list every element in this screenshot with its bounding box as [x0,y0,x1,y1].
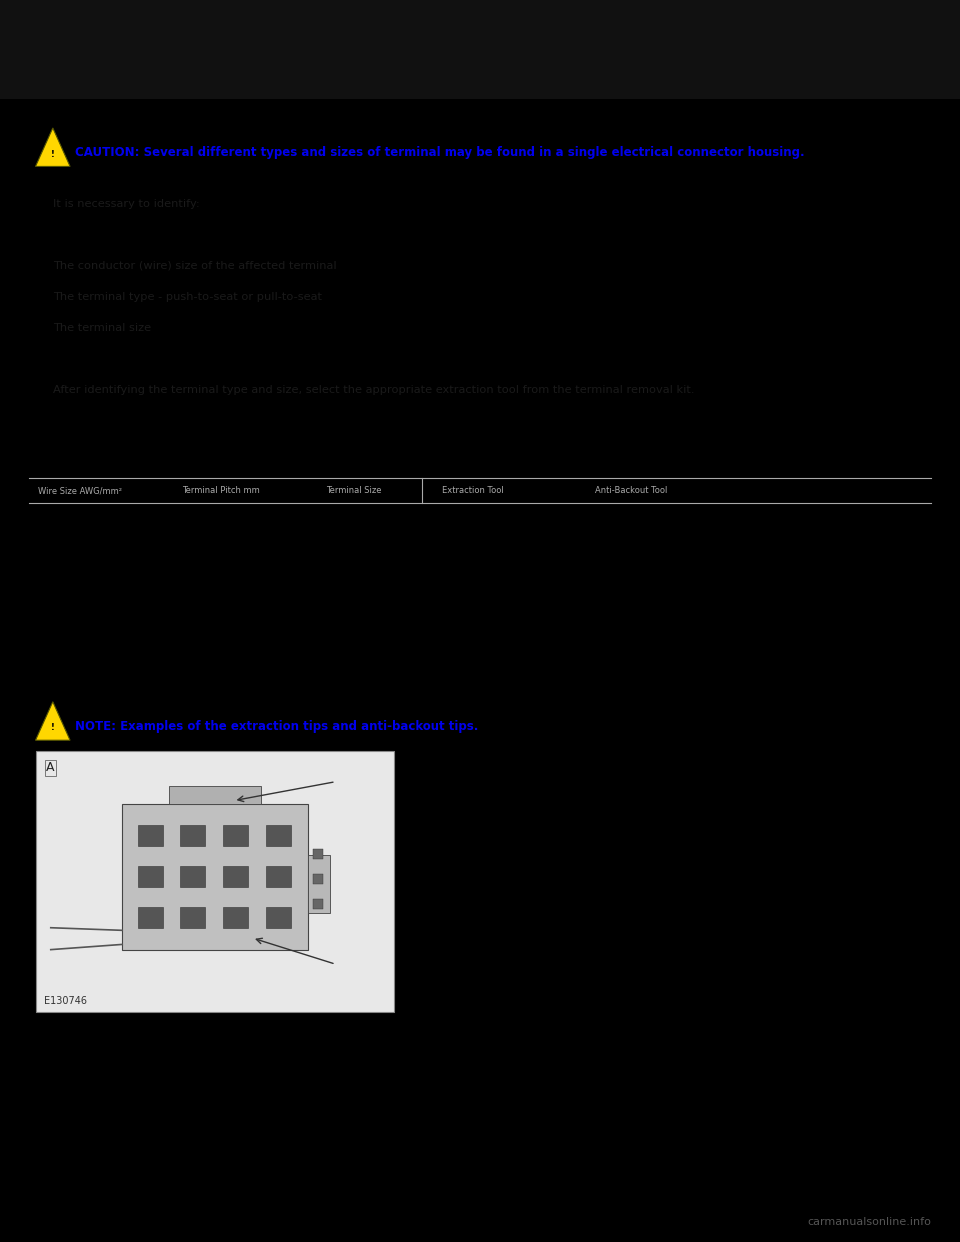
Bar [223,826,248,846]
Bar [137,907,162,928]
Text: Wire Size AWG/mm²: Wire Size AWG/mm² [38,486,123,496]
Bar [137,867,162,887]
Text: It is necessary to identify:: It is necessary to identify: [53,199,200,209]
Text: A: A [46,761,55,774]
Text: carmanualsonline.info: carmanualsonline.info [807,1217,931,1227]
Bar [36,751,394,1012]
Bar [314,848,323,859]
Text: !: ! [51,149,55,159]
Text: Terminal Pitch mm: Terminal Pitch mm [182,486,260,496]
Bar [137,826,162,846]
Text: CAUTION: Several different types and sizes of terminal may be found in a single : CAUTION: Several different types and siz… [75,147,804,159]
Text: The terminal size: The terminal size [53,323,151,333]
Bar [122,804,308,950]
Bar [180,826,205,846]
Bar [0,0,960,99]
Text: The terminal type - push-to-seat or pull-to-seat: The terminal type - push-to-seat or pull… [53,292,322,302]
Bar [169,786,261,804]
Bar [314,898,323,909]
Text: Anti-Backout Tool: Anti-Backout Tool [595,486,667,496]
Bar [266,867,291,887]
Bar [223,867,248,887]
Text: After identifying the terminal type and size, select the appropriate extraction : After identifying the terminal type and … [53,385,694,395]
Text: NOTE: Examples of the extraction tips and anti-backout tips.: NOTE: Examples of the extraction tips an… [75,720,478,733]
Text: Extraction Tool: Extraction Tool [442,486,503,496]
Polygon shape [36,702,70,740]
Bar [180,867,205,887]
Polygon shape [36,128,70,166]
Bar [314,873,323,884]
Bar [180,907,205,928]
Bar [308,854,330,913]
Bar [266,907,291,928]
Text: !: ! [51,723,55,733]
Bar [266,826,291,846]
Text: Terminal Size: Terminal Size [326,486,382,496]
Bar [223,907,248,928]
Text: The conductor (wire) size of the affected terminal: The conductor (wire) size of the affecte… [53,261,336,271]
Text: E130746: E130746 [44,996,87,1006]
